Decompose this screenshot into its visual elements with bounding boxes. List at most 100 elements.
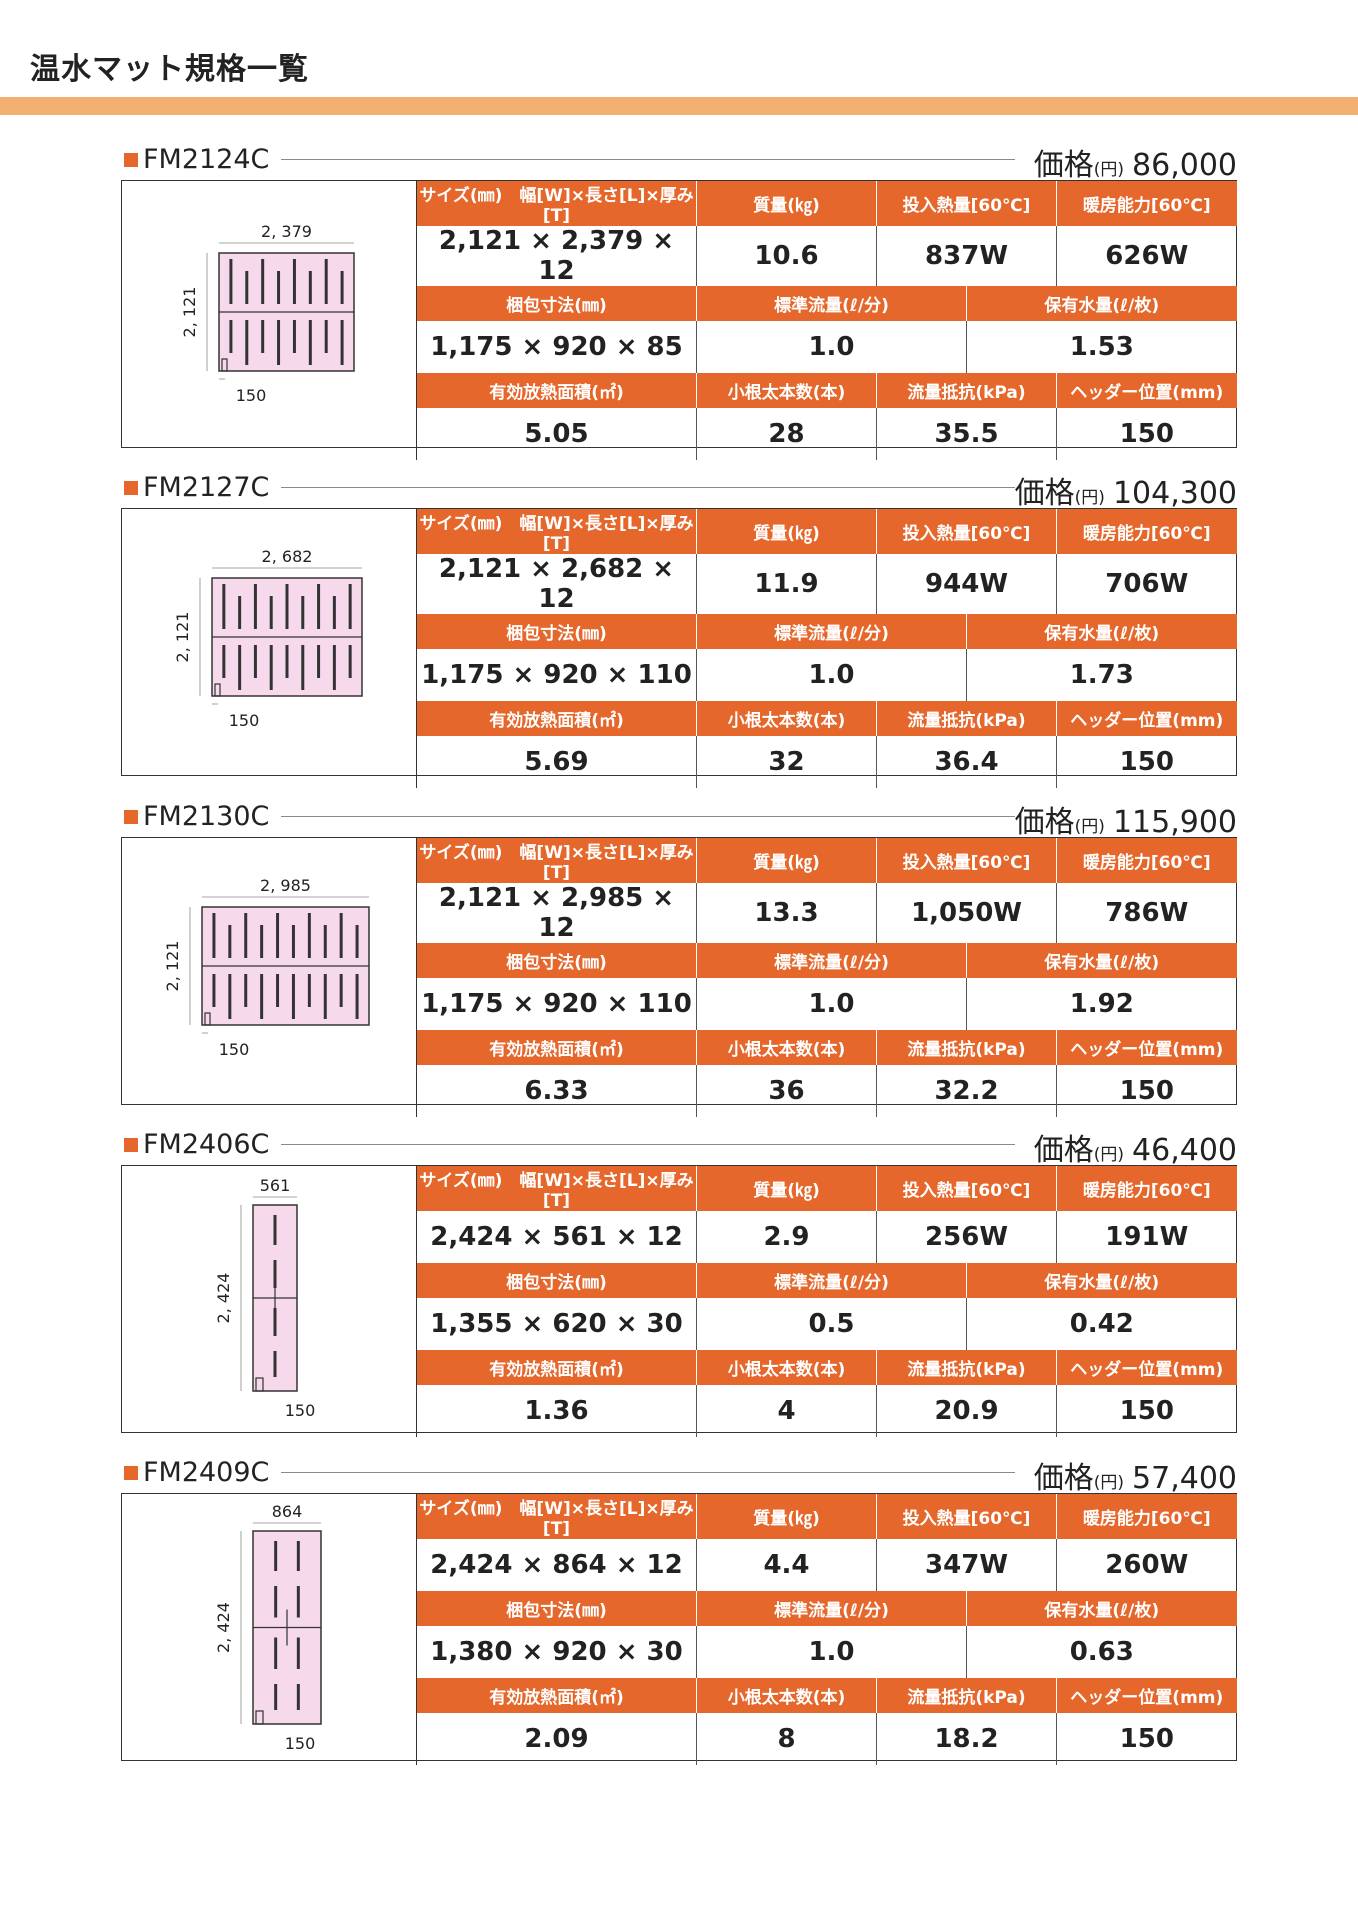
- label-heat-input: 投入熱量[60℃]: [876, 1494, 1058, 1539]
- value-std-flow: 0.5: [695, 1298, 968, 1350]
- header-box: [204, 1012, 211, 1026]
- label-package-size: 梱包寸法(㎜): [416, 286, 697, 321]
- value-package-size: 1,175 × 920 × 110: [416, 649, 697, 701]
- dim-length-label: 2, 121: [163, 941, 182, 992]
- value-size: 2,121 × 2,985 × 12: [416, 883, 697, 943]
- label-flow-resistance: 流量抵抗(kPa): [876, 373, 1058, 408]
- value-water-content: 1.73: [966, 649, 1237, 701]
- value-root-count: 28: [695, 408, 878, 460]
- price-unit: (円): [1093, 160, 1125, 180]
- value-std-flow: 1.0: [695, 649, 968, 701]
- label-std-flow: 標準流量(ℓ/分): [695, 1591, 968, 1626]
- product-model: FM2406C: [143, 1129, 270, 1160]
- label-root-count: 小根太本数(本): [695, 1030, 878, 1065]
- value-package-size: 1,380 × 920 × 30: [416, 1626, 697, 1678]
- header-box: [221, 358, 228, 372]
- value-heating-capacity: 706W: [1056, 554, 1237, 614]
- spec-box: 864 2, 424 150 サイズ(㎜) 幅[W]×長さ[L]×厚み[T] 質量(㎏)…: [121, 1493, 1237, 1765]
- spec-box: 561 2, 424 150 サイズ(㎜) 幅[W]×長さ[L]×厚み[T] 質量(㎏)…: [121, 1165, 1237, 1437]
- value-flow-resistance: 36.4: [876, 736, 1058, 788]
- label-heating-capacity: 暖房能力[60℃]: [1056, 1166, 1237, 1211]
- price-label: 価格: [1033, 148, 1094, 183]
- dim-width-label: 2, 682: [262, 547, 313, 566]
- spec-value-row: 1,175 × 920 × 110 1.0 1.92: [416, 978, 1237, 1030]
- label-mass: 質量(㎏): [695, 1494, 878, 1539]
- spec-header-row: 梱包寸法(㎜) 標準流量(ℓ/分) 保有水量(ℓ/枚): [416, 286, 1237, 321]
- spec-header-row: 有効放熱面積(㎡) 小根太本数(本) 流量抵抗(kPa) ヘッダー位置(mm): [416, 373, 1237, 408]
- header-box: [255, 1377, 264, 1392]
- label-header-position: ヘッダー位置(mm): [1056, 1350, 1237, 1385]
- heading-rule: [281, 1472, 1015, 1473]
- label-size: サイズ(㎜) 幅[W]×長さ[L]×厚み[T]: [416, 509, 697, 554]
- mat-diagram: 2, 985 2, 121 150: [163, 876, 370, 1059]
- label-heating-capacity: 暖房能力[60℃]: [1056, 838, 1237, 883]
- spec-value-row: 2,424 × 864 × 12 4.4 347W 260W: [416, 1539, 1237, 1591]
- label-package-size: 梱包寸法(㎜): [416, 614, 697, 649]
- dim-width-label: 2, 379: [261, 222, 312, 241]
- label-mass: 質量(㎏): [695, 509, 878, 554]
- heading-rule: [281, 1144, 1015, 1145]
- dim-width-label: 2, 985: [260, 876, 311, 895]
- product-block: FM2130C 価格(円) 115,900 2, 985 2, 121 150 サイズ(㎜)…: [121, 797, 1237, 1117]
- value-heat-input: 256W: [876, 1211, 1058, 1263]
- value-effective-area: 2.09: [416, 1713, 697, 1765]
- square-bullet-icon: [124, 153, 138, 167]
- mat-diagram: 2, 682 2, 121 150: [173, 547, 363, 730]
- spec-header-row: 有効放熱面積(㎡) 小根太本数(本) 流量抵抗(kPa) ヘッダー位置(mm): [416, 1678, 1237, 1713]
- mat-diagram: 2, 379 2, 121 150: [180, 222, 355, 405]
- spec-table: サイズ(㎜) 幅[W]×長さ[L]×厚み[T] 質量(㎏) 投入熱量[60℃] 暖房能…: [416, 1494, 1237, 1765]
- heading-rule: [281, 159, 1015, 160]
- value-root-count: 8: [695, 1713, 878, 1765]
- label-header-position: ヘッダー位置(mm): [1056, 373, 1237, 408]
- price-value: 115,900: [1112, 805, 1237, 840]
- product-price: 価格(円) 104,300: [1015, 468, 1237, 512]
- label-flow-resistance: 流量抵抗(kPa): [876, 1030, 1058, 1065]
- label-root-count: 小根太本数(本): [695, 1350, 878, 1385]
- label-heat-input: 投入熱量[60℃]: [876, 1166, 1058, 1211]
- dim-header-label: 150: [285, 1401, 316, 1420]
- header-box: [214, 683, 221, 697]
- spec-value-row: 6.33 36 32.2 150: [416, 1065, 1237, 1117]
- value-heating-capacity: 786W: [1056, 883, 1237, 943]
- value-flow-resistance: 20.9: [876, 1385, 1058, 1437]
- mat-diagram: 561 2, 424 150: [214, 1176, 316, 1420]
- label-mass: 質量(㎏): [695, 181, 878, 226]
- value-heat-input: 1,050W: [876, 883, 1058, 943]
- price-unit: (円): [1074, 817, 1105, 837]
- label-heating-capacity: 暖房能力[60℃]: [1056, 509, 1237, 554]
- spec-header-row: サイズ(㎜) 幅[W]×長さ[L]×厚み[T] 質量(㎏) 投入熱量[60℃] 暖房能…: [416, 1494, 1237, 1539]
- price-unit: (円): [1074, 488, 1105, 508]
- label-std-flow: 標準流量(ℓ/分): [695, 943, 968, 978]
- spec-value-row: 5.69 32 36.4 150: [416, 736, 1237, 788]
- value-mass: 2.9: [695, 1211, 878, 1263]
- value-water-content: 1.53: [966, 321, 1237, 373]
- label-root-count: 小根太本数(本): [695, 373, 878, 408]
- product-price: 価格(円) 86,000: [1034, 140, 1237, 184]
- value-effective-area: 1.36: [416, 1385, 697, 1437]
- spec-header-row: 梱包寸法(㎜) 標準流量(ℓ/分) 保有水量(ℓ/枚): [416, 1591, 1237, 1626]
- label-package-size: 梱包寸法(㎜): [416, 943, 697, 978]
- value-flow-resistance: 32.2: [876, 1065, 1058, 1117]
- value-std-flow: 1.0: [695, 978, 968, 1030]
- spec-box: 2, 682 2, 121 150 サイズ(㎜) 幅[W]×長さ[L]×厚み[T] 質量…: [121, 508, 1237, 788]
- label-size: サイズ(㎜) 幅[W]×長さ[L]×厚み[T]: [416, 838, 697, 883]
- value-mass: 10.6: [695, 226, 878, 286]
- dim-length-label: 2, 121: [173, 612, 192, 663]
- value-heating-capacity: 191W: [1056, 1211, 1237, 1263]
- value-size: 2,121 × 2,682 × 12: [416, 554, 697, 614]
- value-size: 2,424 × 864 × 12: [416, 1539, 697, 1591]
- value-header-position: 150: [1056, 736, 1237, 788]
- price-label: 価格: [1033, 1133, 1094, 1168]
- label-std-flow: 標準流量(ℓ/分): [695, 286, 968, 321]
- spec-value-row: 2,121 × 2,682 × 12 11.9 944W 706W: [416, 554, 1237, 614]
- label-heating-capacity: 暖房能力[60℃]: [1056, 181, 1237, 226]
- product-heading: FM2409C 価格(円) 57,400: [121, 1453, 1237, 1496]
- label-water-content: 保有水量(ℓ/枚): [966, 943, 1237, 978]
- spec-box: 2, 985 2, 121 150 サイズ(㎜) 幅[W]×長さ[L]×厚み[T] 質量…: [121, 837, 1237, 1117]
- price-value: 104,300: [1112, 476, 1237, 511]
- label-size: サイズ(㎜) 幅[W]×長さ[L]×厚み[T]: [416, 1494, 697, 1539]
- spec-header-row: サイズ(㎜) 幅[W]×長さ[L]×厚み[T] 質量(㎏) 投入熱量[60℃] 暖房能…: [416, 509, 1237, 554]
- label-effective-area: 有効放熱面積(㎡): [416, 373, 697, 408]
- label-heat-input: 投入熱量[60℃]: [876, 181, 1058, 226]
- value-package-size: 1,175 × 920 × 110: [416, 978, 697, 1030]
